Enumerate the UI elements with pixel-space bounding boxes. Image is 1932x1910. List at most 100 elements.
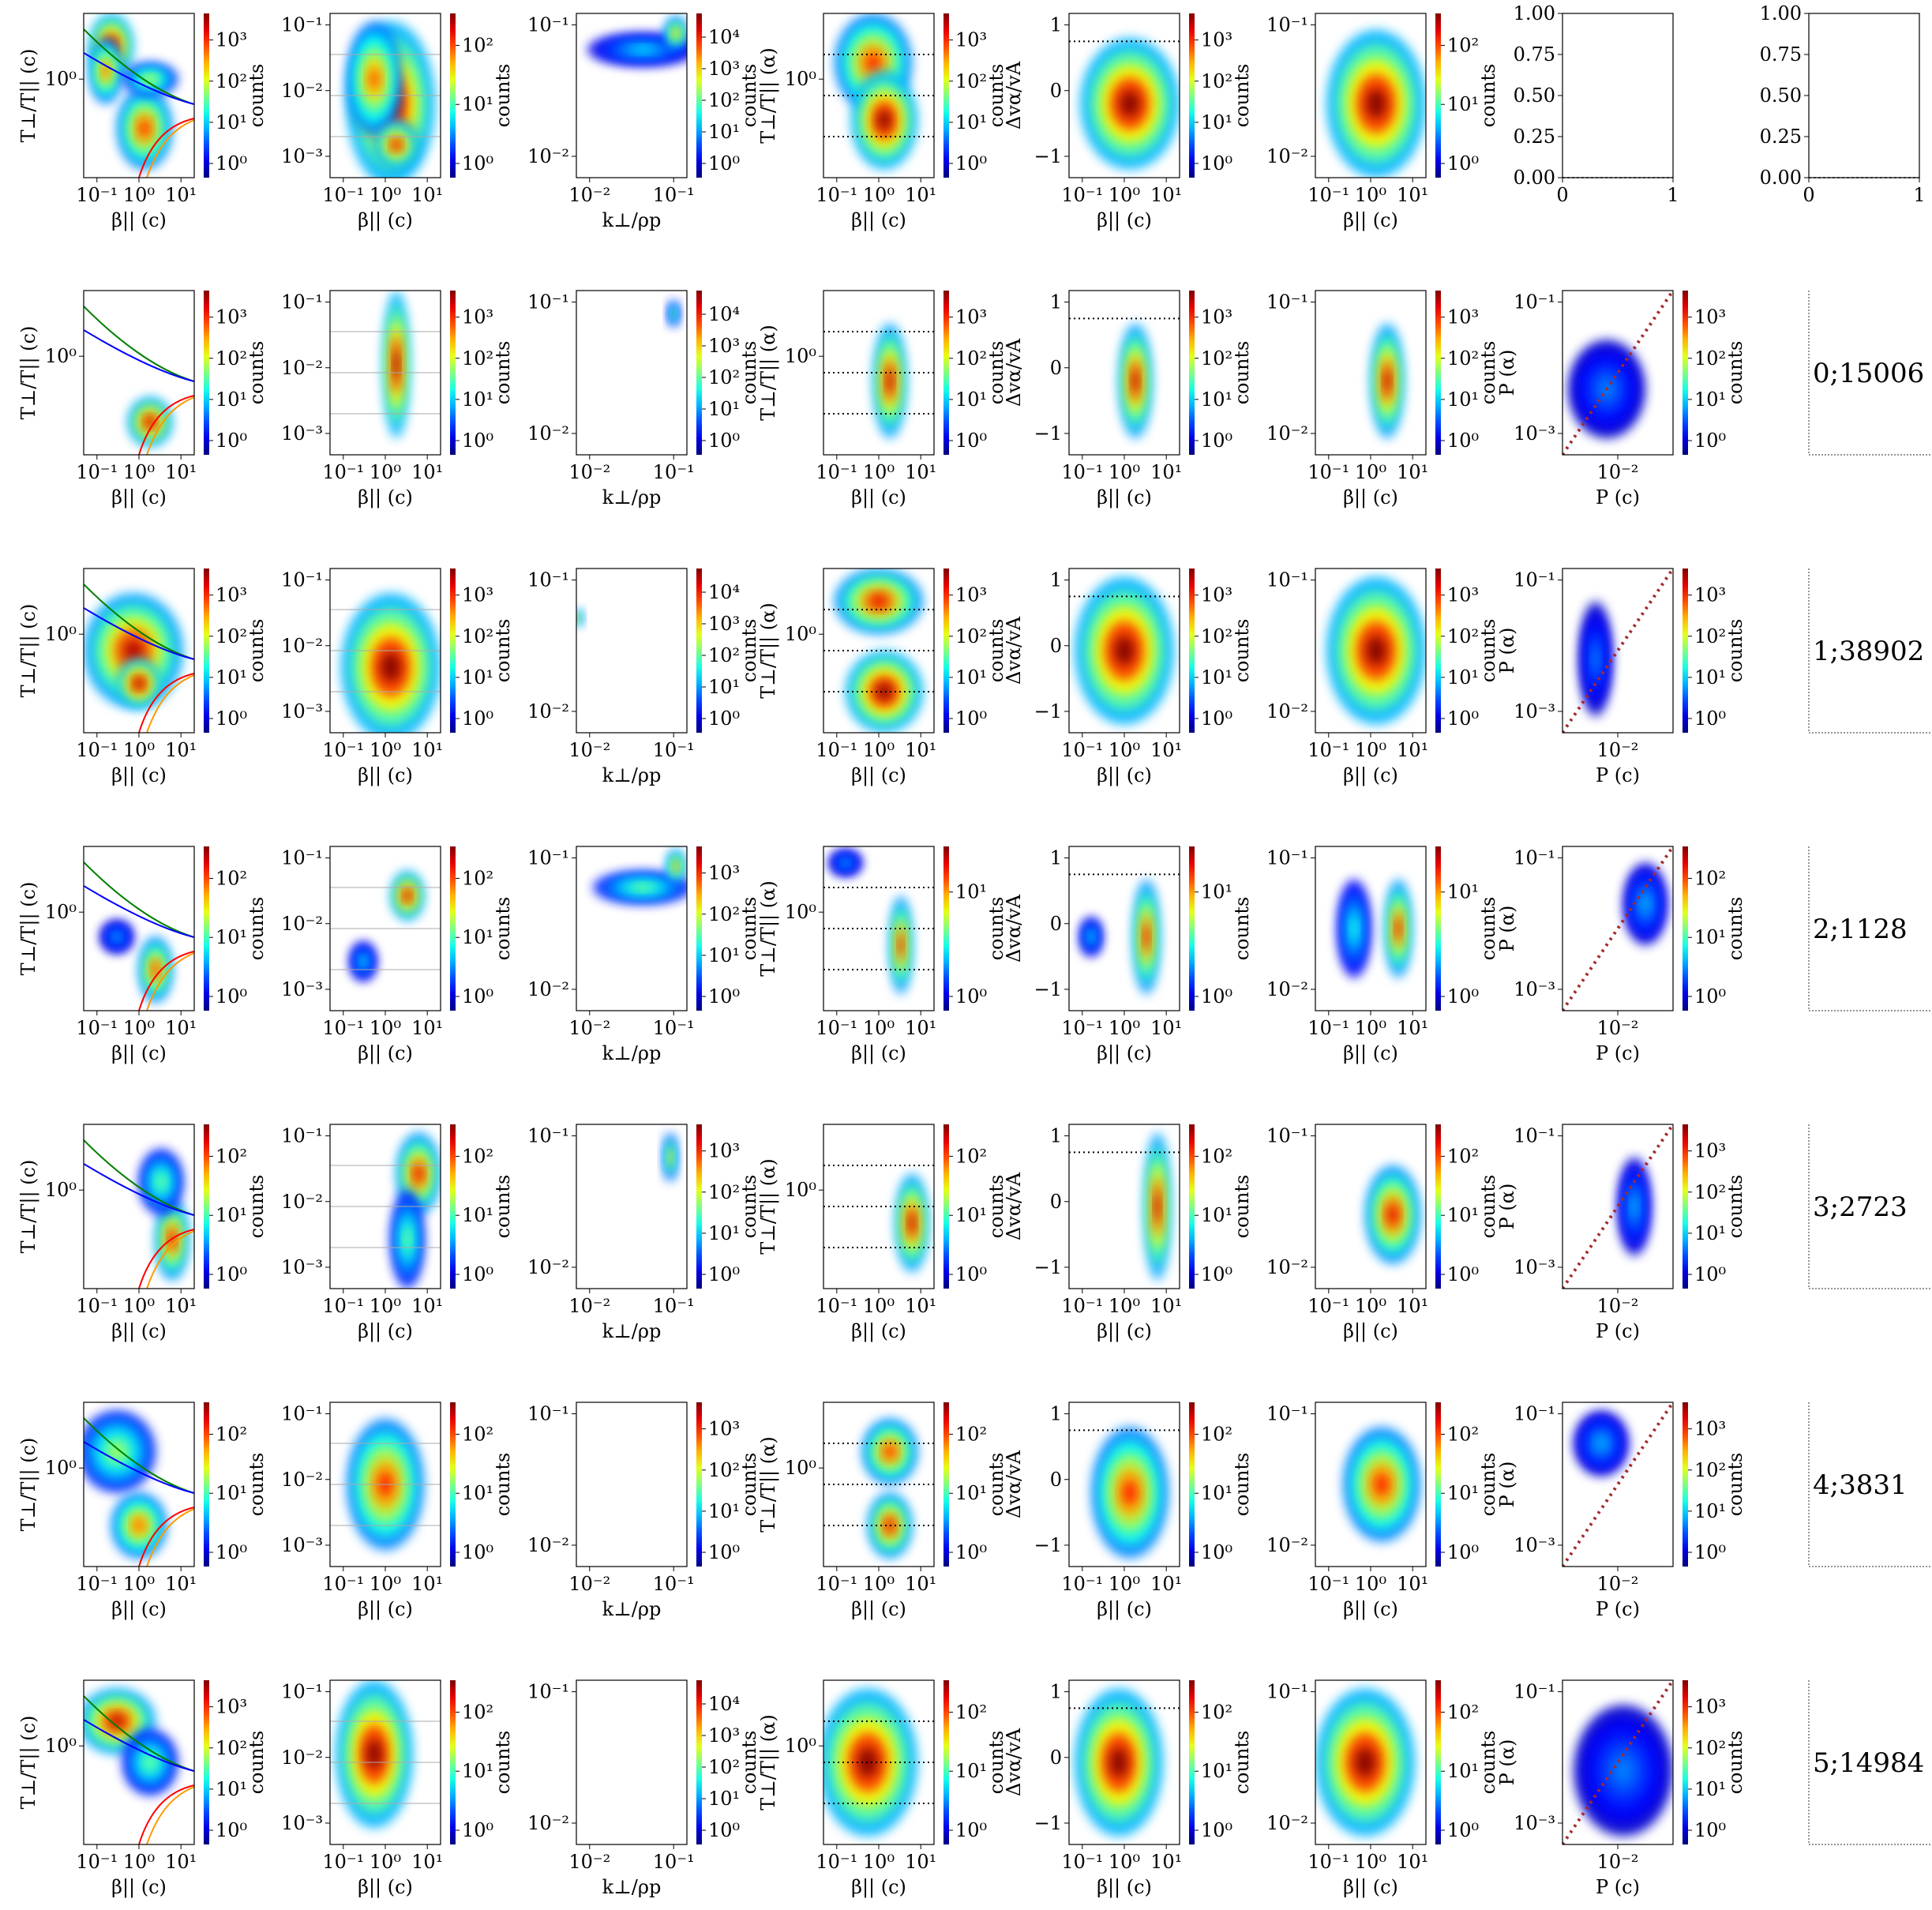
colorbar-tick-label: 10² xyxy=(462,625,493,647)
heatmap-cells xyxy=(84,584,194,733)
colorbar-tick-label: 10¹ xyxy=(1447,1760,1479,1782)
density-region xyxy=(898,935,903,955)
x-tick-label: 10¹ xyxy=(1397,461,1428,483)
colorbar-label: counts xyxy=(246,1453,268,1517)
colorbar-tick-label: 10⁰ xyxy=(462,430,493,452)
density-region xyxy=(381,652,401,682)
colorbar-tick-label: 10² xyxy=(1201,347,1232,370)
heatmap-cells xyxy=(1562,846,1673,1011)
x-tick-label: 10⁻² xyxy=(1597,1573,1639,1595)
x-tick-label: 10⁻¹ xyxy=(816,1295,857,1317)
colorbar-tick-label: 10⁰ xyxy=(955,707,987,730)
colorbar-label: counts xyxy=(985,1175,1007,1239)
colorbar-tick-label: 10¹ xyxy=(1694,666,1726,689)
y-tick-label: 10⁻¹ xyxy=(527,847,569,869)
colorbar-tick-label: 10³ xyxy=(216,29,247,51)
x-tick-label: 10⁰ xyxy=(1109,461,1140,483)
density-region xyxy=(1630,1196,1638,1217)
colorbar-label: counts xyxy=(738,1175,760,1239)
y-tick-label: 0.25 xyxy=(1514,126,1555,148)
panel-r5-c2: 10⁻² 10⁻¹ 10⁻¹ 10⁻² k⊥/ρp 10⁰ 10¹ 10² 10³ counts xyxy=(527,1402,760,1620)
y-axis-label: T⊥/T|| (α) xyxy=(757,1436,780,1532)
y-tick-label: 10⁻³ xyxy=(281,1812,323,1834)
heatmap-cells xyxy=(1069,1132,1180,1281)
colorbar-label: counts xyxy=(246,341,268,405)
x-axis-label: β|| (c) xyxy=(1343,1320,1398,1343)
x-tick-label: 10⁰ xyxy=(1109,739,1140,761)
axes-frame xyxy=(1562,13,1674,178)
colorbar-tick-label: 10² xyxy=(1447,1701,1479,1723)
colorbar-tick-label: 10¹ xyxy=(1447,1482,1479,1504)
x-tick-label: 10⁰ xyxy=(1109,1573,1140,1595)
colorbar-tick-label: 10³ xyxy=(216,306,247,328)
density-region xyxy=(1355,1747,1375,1777)
panel-r2-c6: 10⁻² 10⁻¹ 10⁻³ P (c) P (α) 10⁰ 10¹ 10² 10³ counts xyxy=(1496,568,1746,786)
density-region xyxy=(369,67,380,91)
colorbar-bar xyxy=(1435,568,1441,733)
panel-r4-c5: 10⁻¹ 10⁰ 10¹ 10⁻¹ 10⁻² β|| (c) 10⁰ 10¹ 10² counts xyxy=(1266,1124,1499,1343)
colorbar-tick-label: 10³ xyxy=(1447,584,1479,606)
y-axis-label: P (α) xyxy=(1496,350,1518,396)
colorbar-bar xyxy=(1435,1402,1441,1567)
density-region xyxy=(576,616,580,620)
x-tick-label: 10¹ xyxy=(165,1017,197,1039)
x-tick-label: 10¹ xyxy=(1150,1573,1182,1595)
panel-r1-c1: 10⁻¹ 10⁰ 10¹ 10⁻¹ 10⁻² 10⁻³ β|| (c) 10⁰ 10¹ 10² 10… xyxy=(281,290,514,509)
colorbar-tick-label: 10² xyxy=(462,867,493,889)
heatmap-cells xyxy=(823,1165,934,1273)
x-tick-label: 10⁻² xyxy=(568,1295,610,1317)
y-tick-label: 1.00 xyxy=(1514,2,1555,24)
heatmap-cells xyxy=(84,1410,194,1567)
y-axis-label: P (α) xyxy=(1496,906,1518,952)
heatmap-cells xyxy=(84,1139,194,1289)
heatmap-cells xyxy=(330,291,441,439)
heatmap-cells xyxy=(1562,1402,1673,1567)
x-axis-label: β|| (c) xyxy=(1097,1042,1152,1065)
y-tick-label: 10⁻² xyxy=(527,1812,569,1834)
y-tick-label: 1 xyxy=(1050,14,1062,36)
x-axis-label: β|| (c) xyxy=(358,1320,413,1343)
x-axis-label: β|| (c) xyxy=(1097,1598,1152,1621)
colorbar-tick-label: 10³ xyxy=(462,584,493,606)
colorbar-tick-label: 10⁰ xyxy=(708,1263,740,1285)
colorbar-tick-label: 10⁴ xyxy=(708,1693,740,1715)
colorbar-tick-label: 10¹ xyxy=(462,1760,493,1782)
x-tick-label: 10¹ xyxy=(905,1851,936,1873)
x-tick-label: 10⁰ xyxy=(370,1573,401,1595)
panel-r0-c4: 10⁻¹ 10⁰ 10¹ 1 0 −1 β|| (c) Δvα/vA 10⁰ 10¹ 10² 10³ c… xyxy=(1003,13,1253,232)
x-axis-label: β|| (c) xyxy=(358,764,413,787)
colorbar-tick-label: 10⁰ xyxy=(216,1541,247,1563)
colorbar-tick-label: 10¹ xyxy=(462,388,493,411)
colorbar-tick-label: 10⁰ xyxy=(708,707,740,730)
colorbar-tick-label: 10¹ xyxy=(708,121,740,143)
colorbar-tick-label: 10¹ xyxy=(955,1204,987,1226)
y-tick-label: 10⁻¹ xyxy=(1266,1403,1308,1425)
x-tick-label: 10⁰ xyxy=(863,1573,895,1595)
x-tick-label: 10⁰ xyxy=(1355,1573,1386,1595)
row-label: 2;1128 xyxy=(1813,914,1908,945)
x-axis-label: β|| (c) xyxy=(851,1598,906,1621)
heatmap-cells xyxy=(593,850,687,904)
x-tick-label: 10¹ xyxy=(411,1295,443,1317)
y-tick-label: 10⁻¹ xyxy=(281,291,323,313)
panel-r4-c4: 10⁻¹ 10⁰ 10¹ 1 0 −1 β|| (c) Δvα/vA 10⁰ 10¹ 10² coun… xyxy=(1003,1124,1253,1343)
x-tick-label: 10⁻¹ xyxy=(322,1017,364,1039)
colorbar-bar xyxy=(450,13,456,178)
threshold-curve xyxy=(146,119,194,178)
colorbar-tick-label: 10⁰ xyxy=(1447,1541,1479,1563)
density-region xyxy=(392,140,401,150)
colorbar-label: counts xyxy=(1724,897,1746,961)
panel-r0-c5: 10⁻¹ 10⁰ 10¹ 10⁻¹ 10⁻² β|| (c) 10⁰ 10¹ 10² counts xyxy=(1266,13,1499,232)
y-tick-label: 10⁻¹ xyxy=(281,1125,323,1147)
x-tick-label: 10⁻¹ xyxy=(816,184,857,206)
x-tick-label: 10¹ xyxy=(1150,184,1182,206)
y-tick-label: −1 xyxy=(1034,978,1062,1000)
x-tick-label: 10⁰ xyxy=(863,739,895,761)
colorbar-tick-label: 10⁰ xyxy=(462,1263,493,1285)
colorbar-tick-label: 10¹ xyxy=(708,1788,740,1810)
x-axis-label: β|| (c) xyxy=(851,1876,906,1899)
density-region xyxy=(1109,1747,1128,1777)
density-region xyxy=(673,862,678,870)
